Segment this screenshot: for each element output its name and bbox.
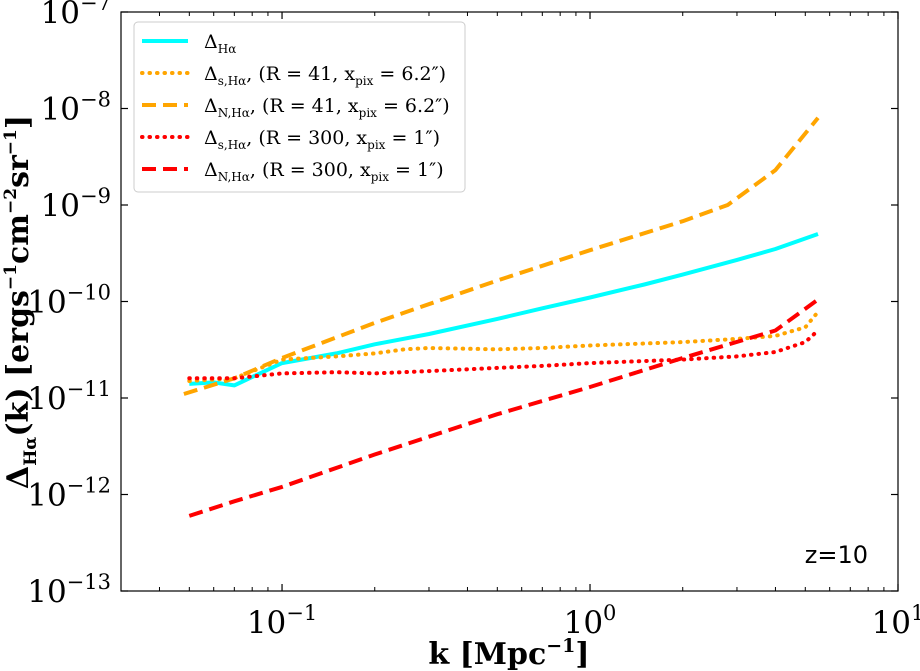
redshift-annotation: z=10 bbox=[805, 541, 868, 569]
y-tick-label: 10−10 bbox=[27, 281, 111, 321]
x-tick-base: 10 bbox=[872, 605, 911, 641]
x-tick-label: 100 bbox=[564, 601, 617, 641]
y-axis-label: ΔHα(k) [ergs−1cm−2sr−1] bbox=[1, 115, 41, 489]
series-line-3 bbox=[183, 116, 820, 396]
series-line-5 bbox=[188, 297, 820, 518]
legend-label-part: Δ bbox=[204, 31, 218, 53]
legend-label-part: = 1″) bbox=[385, 127, 440, 149]
y-axis-label-end: ] bbox=[1, 115, 36, 129]
y-tick-label: 10−7 bbox=[41, 0, 111, 31]
y-tick-base: 10 bbox=[41, 188, 80, 224]
x-tick-exp: 0 bbox=[603, 601, 616, 625]
x-axis-label: k [Mpc−1] bbox=[428, 635, 589, 671]
y-tick-exp: −8 bbox=[80, 88, 111, 112]
series-line-2 bbox=[187, 309, 820, 383]
y-tick-base: 10 bbox=[41, 0, 80, 31]
y-axis-label-sub: Hα bbox=[21, 437, 41, 466]
y-tick-exp: −9 bbox=[80, 184, 111, 208]
y-axis-label-sup1: −1 bbox=[1, 264, 21, 290]
x-axis-label-end: ] bbox=[575, 637, 589, 671]
x-tick-label: 101 bbox=[872, 601, 920, 641]
tick-layer: 10−1 100 10110−1310−1210−1110−1010−910−810… bbox=[27, 0, 920, 641]
legend-label-part: = 6.2″) bbox=[373, 63, 446, 85]
legend-label-part: Δ bbox=[204, 127, 218, 149]
x-tick-exp: 1 bbox=[911, 601, 920, 625]
legend-label-part: = 1″) bbox=[389, 159, 444, 181]
legend-label-part: N,Hα bbox=[218, 106, 250, 120]
y-tick-label: 10−13 bbox=[27, 570, 111, 610]
y-tick-exp: −12 bbox=[67, 474, 111, 498]
y-tick-base: 10 bbox=[27, 381, 66, 417]
legend-label-part: s,Hα bbox=[218, 138, 247, 152]
y-tick-base: 10 bbox=[27, 285, 66, 321]
legend-label-part: Hα bbox=[218, 42, 237, 56]
legend-label-part: Δ bbox=[204, 159, 218, 181]
x-axis-label-sup: −1 bbox=[546, 635, 575, 657]
y-tick-label: 10−8 bbox=[41, 88, 111, 128]
y-axis-label-main: (k) [ergs bbox=[1, 290, 36, 437]
y-axis-label-delta: Δ bbox=[1, 466, 36, 489]
y-tick-base: 10 bbox=[41, 92, 80, 128]
y-tick-label: 10−9 bbox=[41, 184, 111, 224]
legend-label-part: pix bbox=[371, 170, 390, 184]
y-tick-exp: −11 bbox=[67, 377, 111, 401]
y-tick-base: 10 bbox=[27, 478, 66, 514]
x-tick-base: 10 bbox=[247, 605, 286, 641]
y-tick-exp: −7 bbox=[80, 0, 111, 15]
y-axis-label-sup2: −2 bbox=[1, 188, 21, 214]
y-tick-exp: −10 bbox=[67, 281, 111, 305]
y-tick-label: 10−12 bbox=[27, 474, 111, 514]
x-axis-label-main: k [Mpc bbox=[428, 637, 546, 671]
legend-label-1: ΔHα bbox=[204, 31, 236, 56]
legend-label-part: Δ bbox=[204, 63, 218, 85]
legend-label-part: pix bbox=[367, 138, 386, 152]
legend-label-part: N,Hα bbox=[218, 170, 250, 184]
y-axis-label-sup3: −1 bbox=[1, 129, 21, 155]
legend-label-part: pix bbox=[359, 106, 378, 120]
legend-label-part: , (R = 41, x bbox=[250, 95, 359, 117]
y-axis-label-cm: cm bbox=[1, 214, 36, 264]
x-tick-exp: −1 bbox=[286, 601, 317, 625]
legend-label-4: Δs,Hα, (R = 300, xpix = 1″) bbox=[204, 127, 440, 152]
legend-label-3: ΔN,Hα, (R = 41, xpix = 6.2″) bbox=[204, 95, 450, 120]
legend-label-part: Δ bbox=[204, 95, 218, 117]
y-tick-exp: −13 bbox=[67, 570, 111, 594]
legend-label-part: , (R = 300, x bbox=[246, 127, 367, 149]
legend-label-part: s,Hα bbox=[218, 74, 247, 88]
y-tick-label: 10−11 bbox=[27, 377, 111, 417]
y-tick-base: 10 bbox=[27, 574, 66, 610]
series-layer bbox=[183, 116, 820, 518]
legend-label-2: Δs,Hα, (R = 41, xpix = 6.2″) bbox=[204, 63, 446, 88]
x-tick-base: 10 bbox=[564, 605, 603, 641]
legend-label-part: , (R = 300, x bbox=[250, 159, 371, 181]
y-axis-label-sr: sr bbox=[1, 154, 36, 188]
series-line-4 bbox=[187, 328, 820, 381]
legend-label-part: pix bbox=[355, 74, 374, 88]
series-line-1 bbox=[189, 232, 819, 388]
legend-label-5: ΔN,Hα, (R = 300, xpix = 1″) bbox=[204, 159, 444, 184]
legend-box bbox=[133, 21, 466, 193]
legend-label-part: = 6.2″) bbox=[377, 95, 450, 117]
legend-label-part: , (R = 41, x bbox=[246, 63, 355, 85]
x-tick-label: 10−1 bbox=[247, 601, 317, 641]
